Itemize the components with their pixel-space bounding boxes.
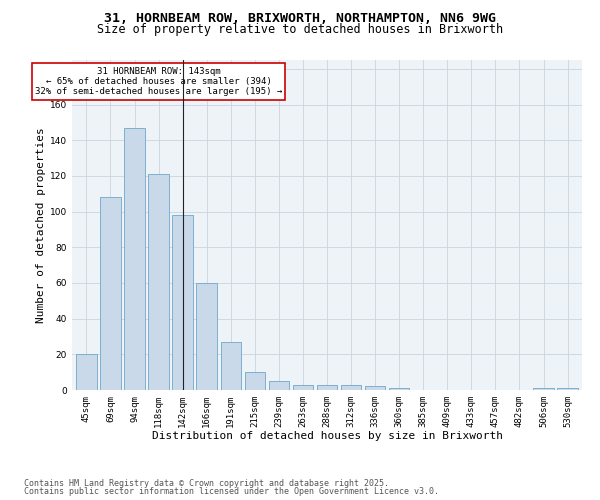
Bar — [557, 388, 578, 390]
Bar — [293, 384, 313, 390]
Bar — [365, 386, 385, 390]
Text: 31 HORNBEAM ROW: 143sqm
← 65% of detached houses are smaller (394)
32% of semi-d: 31 HORNBEAM ROW: 143sqm ← 65% of detache… — [35, 66, 283, 96]
Y-axis label: Number of detached properties: Number of detached properties — [36, 127, 46, 323]
Bar — [221, 342, 241, 390]
Bar — [196, 283, 217, 390]
Bar — [533, 388, 554, 390]
Bar — [269, 381, 289, 390]
Bar — [245, 372, 265, 390]
Text: Contains HM Land Registry data © Crown copyright and database right 2025.: Contains HM Land Registry data © Crown c… — [24, 478, 389, 488]
Bar — [389, 388, 409, 390]
Bar — [76, 354, 97, 390]
Bar — [124, 128, 145, 390]
Bar — [172, 215, 193, 390]
Text: Contains public sector information licensed under the Open Government Licence v3: Contains public sector information licen… — [24, 487, 439, 496]
Bar — [100, 198, 121, 390]
Bar — [148, 174, 169, 390]
X-axis label: Distribution of detached houses by size in Brixworth: Distribution of detached houses by size … — [151, 432, 503, 442]
Bar — [317, 384, 337, 390]
Bar — [341, 384, 361, 390]
Text: Size of property relative to detached houses in Brixworth: Size of property relative to detached ho… — [97, 24, 503, 36]
Text: 31, HORNBEAM ROW, BRIXWORTH, NORTHAMPTON, NN6 9WG: 31, HORNBEAM ROW, BRIXWORTH, NORTHAMPTON… — [104, 12, 496, 26]
